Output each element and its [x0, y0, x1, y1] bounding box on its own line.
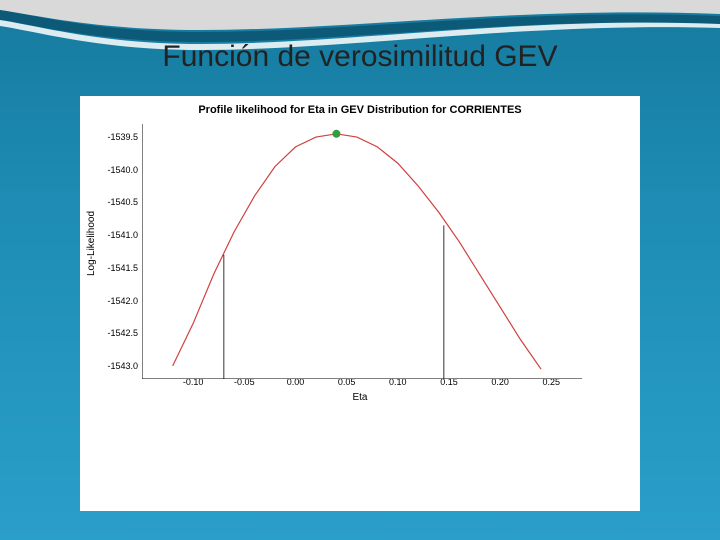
slide: Función de verosimilitud GEV Profile lik… — [0, 0, 720, 540]
slide-title: Función de verosimilitud GEV — [0, 40, 720, 74]
chart-title: Profile likelihood for Eta in GEV Distri… — [80, 104, 640, 116]
ytick-label: -1543.0 — [93, 361, 138, 371]
ytick-label: -1540.0 — [93, 165, 138, 175]
ytick-label: -1542.0 — [93, 296, 138, 306]
xtick-label: -0.10 — [183, 377, 204, 387]
ytick-label: -1540.5 — [93, 197, 138, 207]
xtick-label: 0.20 — [491, 377, 509, 387]
chart-panel: Profile likelihood for Eta in GEV Distri… — [80, 96, 640, 511]
ytick-label: -1541.5 — [93, 263, 138, 273]
xtick-label: 0.05 — [338, 377, 356, 387]
ytick-label: -1539.5 — [93, 132, 138, 142]
chart-plot — [142, 124, 582, 379]
xtick-label: 0.15 — [440, 377, 458, 387]
xtick-label: 0.10 — [389, 377, 407, 387]
ytick-label: -1541.0 — [93, 230, 138, 240]
xtick-label: 0.25 — [543, 377, 561, 387]
xtick-label: 0.00 — [287, 377, 305, 387]
xtick-label: -0.05 — [234, 377, 255, 387]
chart-xlabel: Eta — [80, 392, 640, 403]
ytick-label: -1542.5 — [93, 328, 138, 338]
